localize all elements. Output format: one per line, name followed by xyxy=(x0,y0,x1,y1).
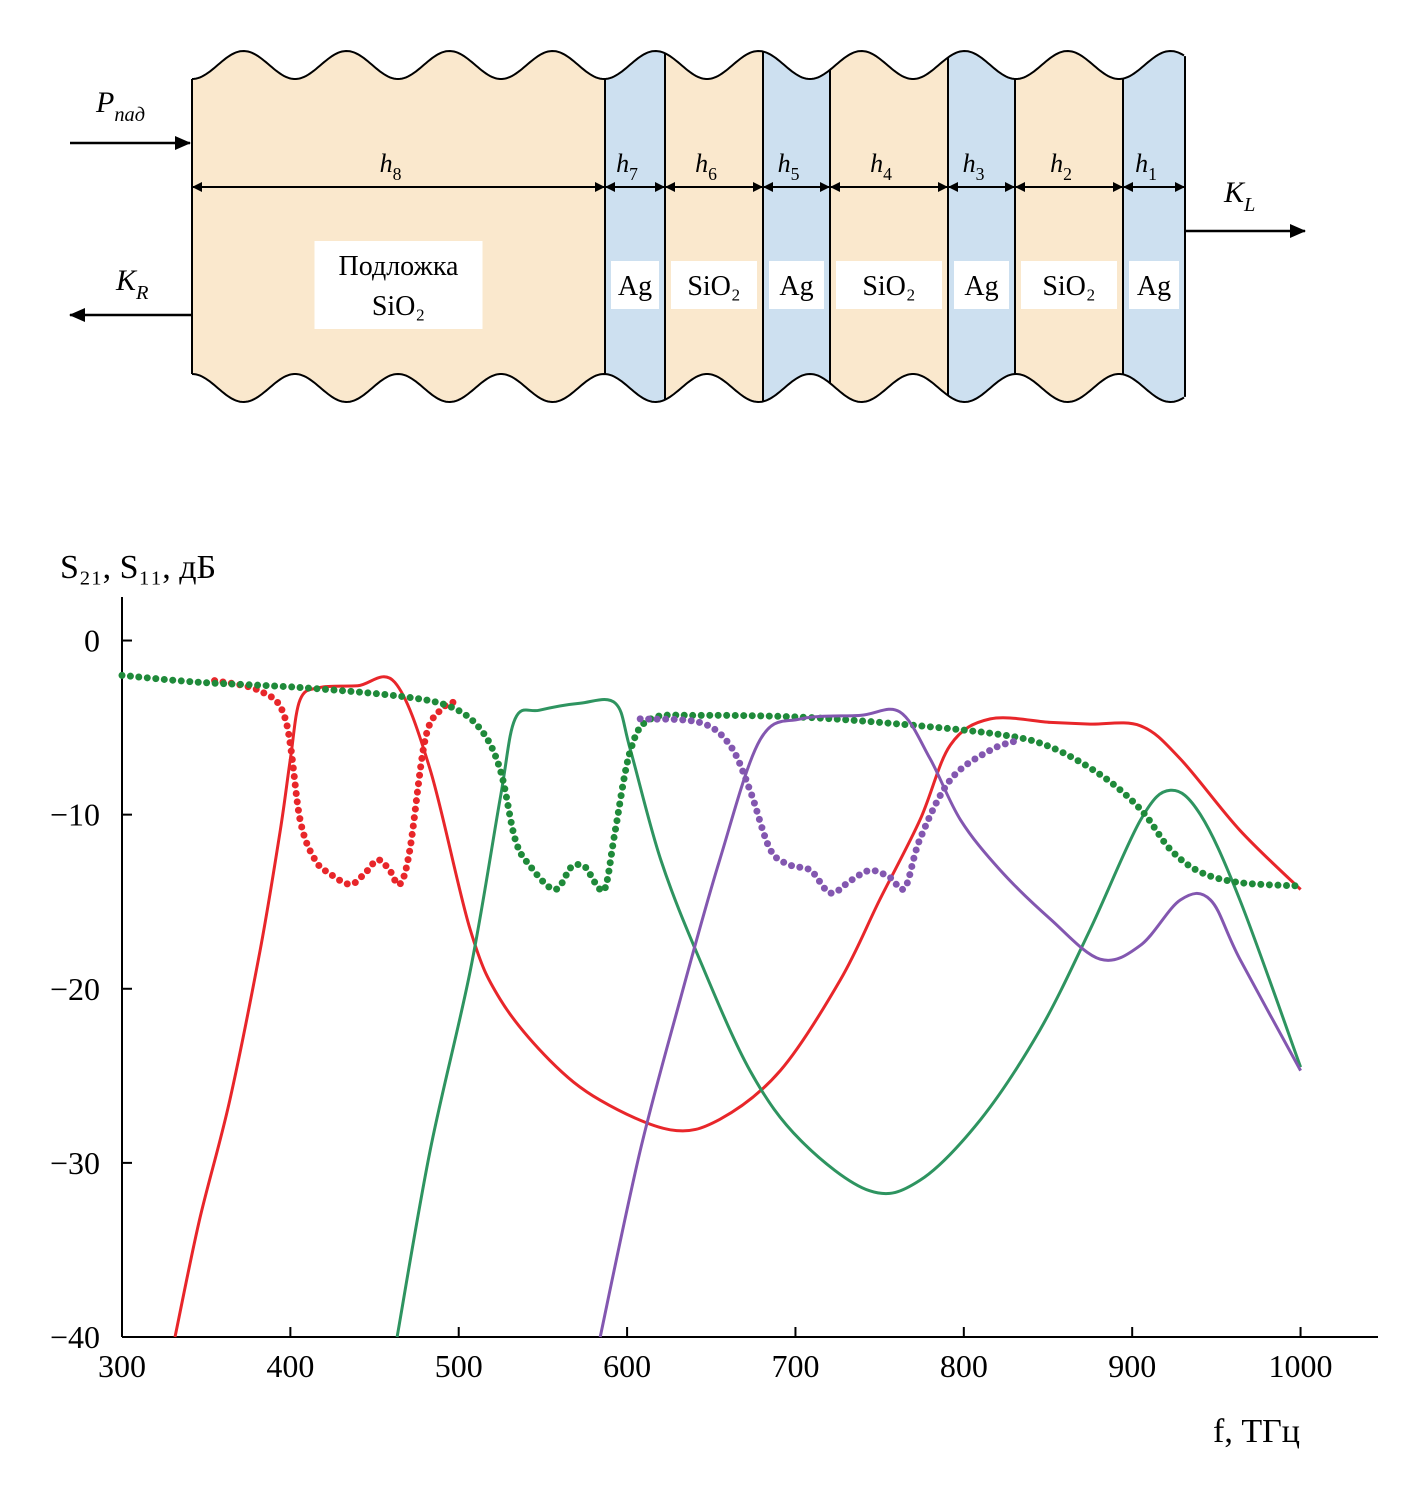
layer xyxy=(1123,51,1185,402)
thickness-label-base: h xyxy=(870,149,883,178)
thickness-label-base: h xyxy=(380,149,393,178)
y-tick-label: −30 xyxy=(50,1145,100,1181)
series-line xyxy=(636,715,1024,897)
y-tick-label: −20 xyxy=(50,971,100,1007)
thickness-label-base: h xyxy=(695,149,708,178)
material-box xyxy=(1129,261,1179,309)
series-line xyxy=(173,675,1302,1338)
thickness-label-sub: 1 xyxy=(1148,164,1157,184)
layer xyxy=(948,51,1015,402)
x-tick-label: 300 xyxy=(98,1348,146,1384)
reflected-label-base: K xyxy=(115,264,138,297)
y-tick-label: −10 xyxy=(50,797,100,833)
reflected-label: KR xyxy=(115,264,149,304)
material-box xyxy=(954,261,1009,309)
thickness-label: h2 xyxy=(1050,149,1072,184)
material-label: Подложка xyxy=(339,251,459,282)
material-label: Ag xyxy=(1137,271,1171,302)
y-axis-label: S₂₁, S₁₁, дБ xyxy=(60,549,216,586)
material-label: SiO₂ xyxy=(687,271,740,302)
thickness-label: h4 xyxy=(870,149,892,184)
reflected-label-sub: R xyxy=(135,282,149,304)
thickness-label-base: h xyxy=(616,149,629,178)
thickness-label-base: h xyxy=(963,149,976,178)
thickness-label: h8 xyxy=(380,149,402,184)
x-tick-label: 900 xyxy=(1108,1348,1156,1384)
diagram: h8ПодложкаSiO₂h7Agh6SiO₂h5Agh4SiO₂h3Agh2… xyxy=(69,49,1306,404)
material-box xyxy=(671,261,757,309)
material-label: SiO₂ xyxy=(862,271,915,302)
x-tick-label: 700 xyxy=(771,1348,819,1384)
series-line xyxy=(211,677,459,889)
material-label: Ag xyxy=(964,271,998,302)
material-label: SiO₂ xyxy=(372,291,425,322)
material-box xyxy=(611,261,659,309)
top-edge xyxy=(191,49,1185,81)
thickness-label: h1 xyxy=(1135,149,1157,184)
thickness-label-sub: 6 xyxy=(708,164,717,184)
material-box xyxy=(1021,261,1117,309)
thickness-label-sub: 7 xyxy=(629,164,638,184)
material-label: SiO₂ xyxy=(1042,271,1095,302)
thickness-label: h3 xyxy=(963,149,985,184)
thickness-label: h5 xyxy=(778,149,800,184)
y-tick-label: 0 xyxy=(84,623,100,659)
material-box xyxy=(769,261,824,309)
x-tick-label: 600 xyxy=(603,1348,651,1384)
layer xyxy=(763,51,830,402)
series-line xyxy=(118,671,1305,895)
x-tick-label: 500 xyxy=(435,1348,483,1384)
layer xyxy=(192,51,605,402)
layer xyxy=(830,51,948,402)
material-label: Ag xyxy=(618,271,652,302)
thickness-label-sub: 4 xyxy=(883,164,892,184)
series-line xyxy=(395,697,1303,1338)
thickness-label-sub: 5 xyxy=(791,164,800,184)
transmitted-label-sub: L xyxy=(1243,194,1255,216)
thickness-label: h6 xyxy=(695,149,717,184)
incident-label: Pпад xyxy=(95,86,145,126)
transmitted-label-base: K xyxy=(1223,176,1246,209)
incident-label-base: P xyxy=(95,86,114,119)
x-axis-label: f, ТГц xyxy=(1213,1413,1300,1450)
x-tick-label: 1000 xyxy=(1269,1348,1333,1384)
layer xyxy=(1015,51,1123,402)
series-line xyxy=(598,707,1302,1338)
thickness-label-base: h xyxy=(778,149,791,178)
material-label: Ag xyxy=(779,271,813,302)
incident-label-sub: пад xyxy=(114,104,145,126)
thickness-label: h7 xyxy=(616,149,638,184)
thickness-label-base: h xyxy=(1135,149,1148,178)
layer xyxy=(665,51,763,402)
material-box xyxy=(836,261,942,309)
y-tick-label: −40 xyxy=(50,1319,100,1355)
layer xyxy=(605,51,665,402)
x-tick-label: 800 xyxy=(940,1348,988,1384)
thickness-label-sub: 3 xyxy=(976,164,985,184)
thickness-label-sub: 8 xyxy=(393,164,402,184)
bottom-edge xyxy=(191,372,1185,404)
thickness-label-base: h xyxy=(1050,149,1063,178)
transmitted-label: KL xyxy=(1223,176,1255,216)
x-tick-label: 400 xyxy=(266,1348,314,1384)
material-box xyxy=(314,241,483,329)
thickness-label-sub: 2 xyxy=(1063,164,1072,184)
